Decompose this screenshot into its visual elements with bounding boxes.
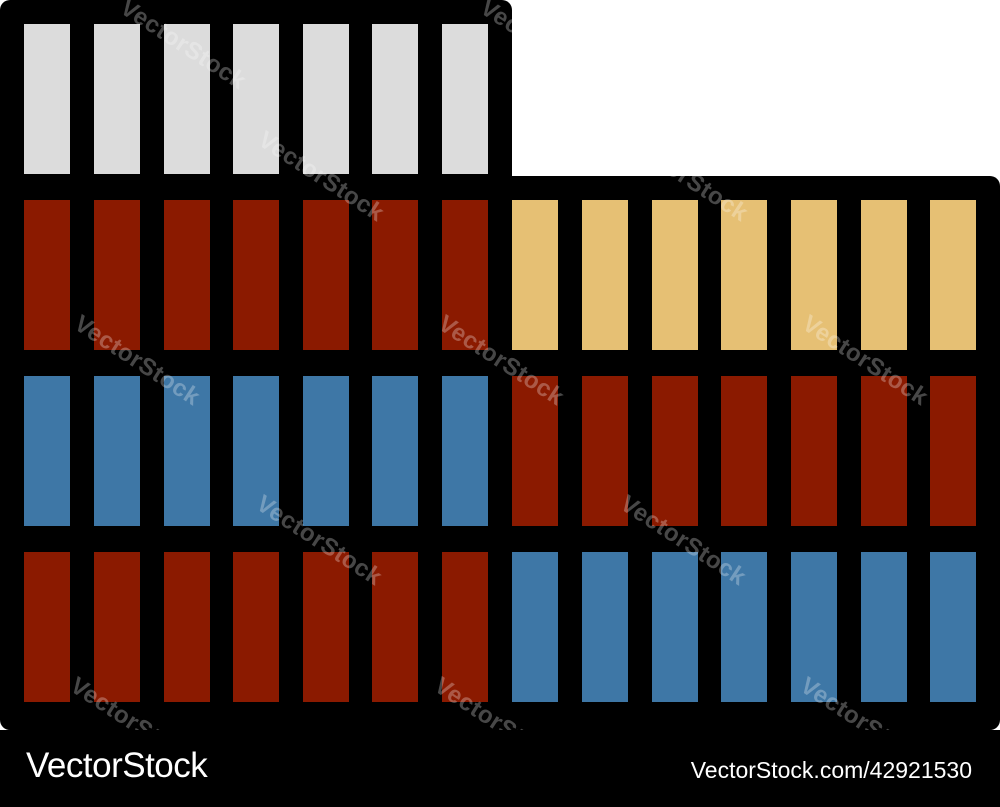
window-dark-red — [233, 552, 279, 702]
window-blue — [442, 376, 488, 526]
window-blue — [791, 552, 837, 702]
window-dark-red — [652, 376, 698, 526]
window-light-gray — [233, 24, 279, 174]
building-illustration — [0, 0, 1000, 730]
window-tan — [791, 200, 837, 350]
brand-logo-text: VectorStock — [26, 746, 208, 785]
window-light-gray — [24, 24, 70, 174]
footer-bar: VectorStock VectorStock.com/42921530 — [0, 730, 1000, 807]
window-dark-red — [372, 200, 418, 350]
window-dark-red — [930, 376, 976, 526]
window-dark-red — [24, 552, 70, 702]
window-dark-red — [303, 200, 349, 350]
window-blue — [233, 376, 279, 526]
window-tan — [930, 200, 976, 350]
window-blue — [164, 376, 210, 526]
window-light-gray — [442, 24, 488, 174]
window-dark-red — [303, 552, 349, 702]
window-blue — [94, 376, 140, 526]
window-dark-red — [24, 200, 70, 350]
stock-id-text: VectorStock.com/42921530 — [690, 757, 972, 783]
window-dark-red — [94, 200, 140, 350]
window-light-gray — [372, 24, 418, 174]
window-dark-red — [94, 552, 140, 702]
window-dark-red — [233, 200, 279, 350]
window-dark-red — [512, 376, 558, 526]
window-blue — [303, 376, 349, 526]
window-light-gray — [164, 24, 210, 174]
window-tan — [652, 200, 698, 350]
window-tan — [582, 200, 628, 350]
window-dark-red — [791, 376, 837, 526]
window-dark-red — [442, 200, 488, 350]
window-light-gray — [94, 24, 140, 174]
window-dark-red — [372, 552, 418, 702]
window-blue — [582, 552, 628, 702]
window-blue — [372, 376, 418, 526]
window-dark-red — [582, 376, 628, 526]
window-dark-red — [721, 376, 767, 526]
window-light-gray — [303, 24, 349, 174]
window-blue — [652, 552, 698, 702]
window-blue — [24, 376, 70, 526]
window-dark-red — [861, 376, 907, 526]
window-blue — [512, 552, 558, 702]
window-dark-red — [442, 552, 488, 702]
window-dark-red — [164, 200, 210, 350]
window-dark-red — [164, 552, 210, 702]
window-blue — [861, 552, 907, 702]
window-tan — [861, 200, 907, 350]
window-blue — [930, 552, 976, 702]
building-tall-block — [0, 0, 512, 730]
window-blue — [721, 552, 767, 702]
window-tan — [721, 200, 767, 350]
window-tan — [512, 200, 558, 350]
